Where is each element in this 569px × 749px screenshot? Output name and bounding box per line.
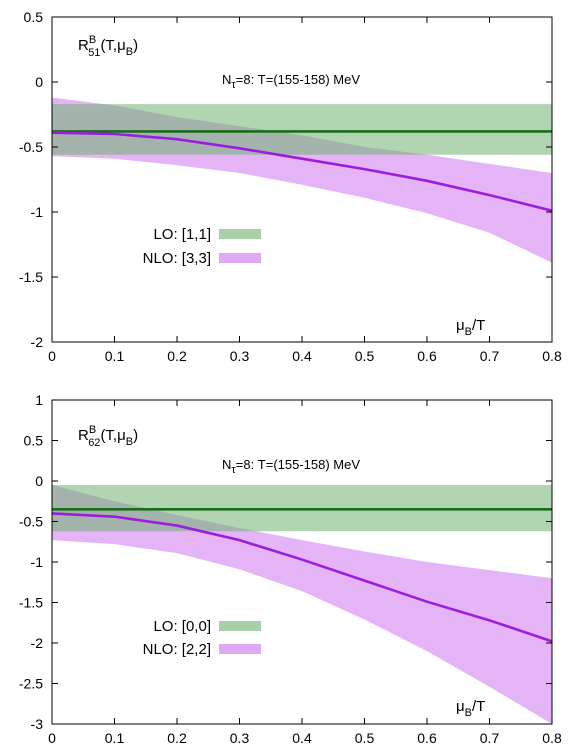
x-tick-label: 0.5 bbox=[355, 348, 375, 364]
y-tick-label: -2.5 bbox=[19, 676, 43, 692]
x-tick-label: 0.6 bbox=[417, 730, 437, 746]
plot-area bbox=[52, 97, 552, 263]
x-axis-label: μB/T bbox=[456, 317, 485, 338]
plot-area bbox=[52, 485, 552, 724]
nlo-central-line bbox=[52, 512, 552, 643]
y-tick-label: 0.5 bbox=[24, 9, 44, 25]
legend-label: LO: [1,1] bbox=[153, 226, 211, 243]
nlo-error-band bbox=[52, 485, 552, 724]
x-tick-label: 0.4 bbox=[292, 348, 312, 364]
x-tick-label: 0.5 bbox=[355, 730, 375, 746]
y-tick-label: 0.5 bbox=[24, 433, 44, 449]
x-tick-label: 0.2 bbox=[167, 730, 187, 746]
x-tick-label: 0.3 bbox=[230, 348, 250, 364]
x-tick-label: 0.2 bbox=[167, 348, 187, 364]
y-tick-label: -1.5 bbox=[19, 269, 43, 285]
annotation-text: Nτ=8: T=(155-158) MeV bbox=[222, 457, 360, 476]
y-tick-label: -0.5 bbox=[19, 139, 43, 155]
x-tick-label: 0.6 bbox=[417, 348, 437, 364]
x-tick-label: 0.4 bbox=[292, 730, 312, 746]
x-tick-label: 0.8 bbox=[542, 730, 562, 746]
y-tick-label: 0 bbox=[35, 473, 43, 489]
y-axis-label: RB 62(T,μB) bbox=[78, 424, 138, 449]
x-tick-label: 0.8 bbox=[542, 348, 562, 364]
chart-panel-1: 0 0.1 0.2 0.3 0.4 0.5 0.6 0.7 0.8 0.5 0 -0.5 -1 -1.5 -… bbox=[19, 9, 562, 364]
x-tick-label: 0 bbox=[48, 348, 56, 364]
x-tick-label: 0 bbox=[48, 730, 56, 746]
y-axis-label: RB 51(T,μB) bbox=[78, 34, 138, 59]
legend-label: LO: [0,0] bbox=[153, 618, 211, 635]
x-tick-label: 0.7 bbox=[480, 730, 500, 746]
legend-label: NLO: [2,2] bbox=[143, 641, 211, 658]
legend-label: NLO: [3,3] bbox=[143, 250, 211, 267]
x-axis-label: μB/T bbox=[456, 698, 485, 719]
x-tick-label: 0.3 bbox=[230, 730, 250, 746]
y-tick-label: -1 bbox=[31, 204, 44, 220]
y-tick-label: -1 bbox=[31, 554, 44, 570]
legend-swatch bbox=[219, 229, 261, 239]
x-tick-label: 0.7 bbox=[480, 348, 500, 364]
legend-swatch bbox=[219, 253, 261, 263]
x-tick-label: 0.1 bbox=[105, 348, 125, 364]
y-tick-label: -2 bbox=[31, 334, 44, 350]
y-tick-label: 1 bbox=[35, 392, 43, 408]
y-tick-label: -3 bbox=[31, 716, 44, 732]
lo-error-band bbox=[52, 104, 552, 155]
nlo-central-line bbox=[52, 131, 552, 212]
y-tick-label: 0 bbox=[35, 74, 43, 90]
legend-swatch bbox=[219, 644, 261, 654]
y-tick-label: -1.5 bbox=[19, 595, 43, 611]
y-tick-label: -2 bbox=[31, 635, 44, 651]
chart-panel-2: 0 0.1 0.2 0.3 0.4 0.5 0.6 0.7 0.8 1 0.5 0 -0.5 -1 -1.5… bbox=[19, 392, 562, 746]
legend-swatch bbox=[219, 621, 261, 631]
annotation-text: Nτ=8: T=(155-158) MeV bbox=[222, 72, 360, 91]
y-tick-label: -0.5 bbox=[19, 514, 43, 530]
x-tick-label: 0.1 bbox=[105, 730, 125, 746]
